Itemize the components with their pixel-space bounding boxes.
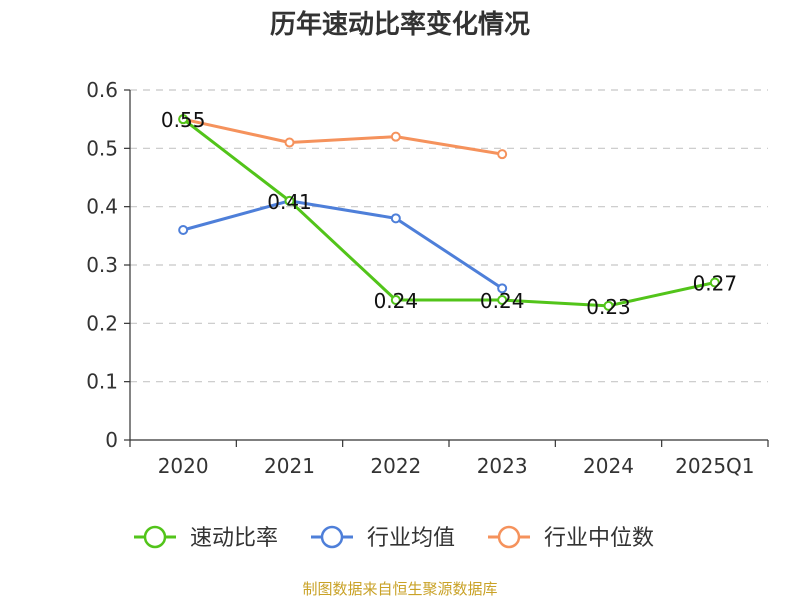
- x-tick-label: 2025Q1: [675, 454, 754, 478]
- legend-marker-circle: [497, 525, 521, 549]
- series-line-2: [182, 117, 503, 156]
- data-point: [709, 277, 720, 288]
- x-tick-label: 2021: [264, 454, 315, 478]
- legend-label: 行业中位数: [544, 526, 654, 551]
- series-line-1: [182, 199, 503, 290]
- data-point: [390, 295, 401, 305]
- x-tick-label: 2022: [370, 454, 421, 478]
- data-labels: 0.55 0.41 0.24 0.24 0.23 0.27: [161, 108, 737, 319]
- y-tick-label: 0.2: [86, 311, 118, 335]
- data-label: 0.24: [374, 289, 419, 313]
- legend-marker-circle: [320, 525, 344, 549]
- data-point: [284, 137, 295, 148]
- data-point: [390, 213, 401, 224]
- y-tick-label: 0: [105, 428, 118, 452]
- series-line-0: [182, 117, 716, 308]
- data-point: [284, 195, 295, 206]
- y-tick-label: 0.6: [86, 78, 118, 102]
- data-point: [178, 114, 189, 125]
- chart-title: 历年速动比率变化情况: [269, 10, 530, 40]
- data-point: [603, 300, 614, 311]
- legend-label: 速动比率: [190, 526, 278, 551]
- y-tick-label: 0.5: [86, 136, 118, 160]
- y-tick-label: 0.4: [86, 195, 118, 219]
- data-label: 0.23: [586, 295, 631, 319]
- source-note: 制图数据来自恒生聚源数据库: [302, 580, 498, 598]
- x-tick-label: 2023: [477, 454, 528, 478]
- data-label: 0.27: [693, 272, 738, 296]
- y-tick-label: 0.1: [86, 370, 118, 394]
- legend-label: 行业均值: [367, 526, 455, 551]
- x-tick-label: 2024: [583, 454, 634, 478]
- legend: 速动比率 行业均值 行业中位数: [134, 525, 654, 551]
- series-lines: [178, 114, 720, 311]
- data-label: 0.24: [480, 289, 525, 313]
- x-tick-label: 2020: [158, 454, 209, 478]
- data-point: [497, 295, 508, 305]
- grid-lines: [130, 89, 768, 383]
- y-tick-label: 0.3: [86, 253, 118, 277]
- data-label: 0.41: [267, 190, 312, 214]
- data-point: [497, 149, 508, 160]
- data-point: [390, 131, 401, 142]
- legend-marker-circle: [143, 525, 167, 549]
- axes: 0 0.1 0.2 0.3 0.4 0.5 0.6 2020 2021 2022 2023 2024 2…: [86, 78, 769, 478]
- data-point: [497, 283, 508, 294]
- data-point: [178, 225, 189, 235]
- data-label: 0.55: [161, 108, 206, 132]
